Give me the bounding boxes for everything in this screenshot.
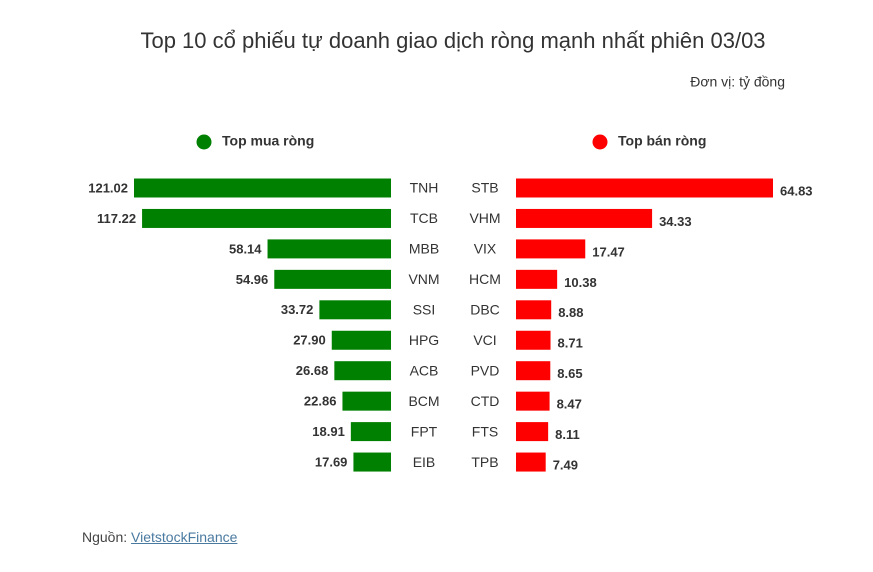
category-label: TNH (410, 180, 439, 196)
value-label: 10.38 (564, 275, 597, 290)
category-label: MBB (409, 241, 439, 257)
value-label: 26.68 (296, 363, 329, 378)
value-label: 18.91 (312, 424, 345, 439)
bar (334, 361, 391, 381)
bar (267, 239, 391, 259)
value-label: 64.83 (780, 183, 813, 198)
bar (331, 330, 391, 350)
value-label: 54.96 (236, 272, 269, 287)
value-label: 8.88 (558, 305, 583, 320)
bar (516, 452, 546, 472)
value-label: 34.33 (659, 214, 692, 229)
bar (350, 422, 391, 442)
bar (516, 178, 773, 198)
category-label: VIX (474, 241, 497, 257)
category-label: FTS (472, 423, 498, 439)
source-prefix: Nguồn: (82, 529, 128, 545)
category-label: HPG (409, 332, 439, 348)
category-label: BCM (408, 393, 439, 409)
chart-title: Top 10 cổ phiếu tự doanh giao dịch ròng … (140, 28, 765, 53)
value-label: 58.14 (229, 241, 262, 256)
bar (516, 330, 551, 350)
value-label: 8.71 (558, 336, 583, 351)
legend-label: Top bán ròng (618, 133, 706, 149)
category-label: VCI (473, 332, 496, 348)
bar (516, 208, 653, 228)
bar (353, 452, 391, 472)
value-label: 22.86 (304, 394, 337, 409)
legend-swatch (196, 134, 212, 150)
category-label: VHM (469, 210, 500, 226)
bar (516, 300, 552, 320)
category-label: HCM (469, 271, 501, 287)
bar (274, 269, 391, 289)
category-label: ACB (410, 362, 439, 378)
source: Nguồn: VietstockFinance (82, 529, 237, 545)
category-label: PVD (471, 362, 500, 378)
unit-note: Đơn vị: tỷ đồng (690, 74, 785, 90)
category-label: DBC (470, 302, 500, 318)
bar (319, 300, 391, 320)
legend-swatch (592, 134, 608, 150)
source-link[interactable]: VietstockFinance (131, 529, 238, 545)
value-label: 27.90 (293, 333, 326, 348)
category-label: FPT (411, 423, 438, 439)
category-label: TPB (471, 454, 498, 470)
value-label: 117.22 (97, 211, 136, 226)
bar (134, 178, 391, 198)
value-label: 121.02 (88, 180, 128, 195)
value-label: 8.65 (557, 366, 582, 381)
category-label: CTD (471, 393, 500, 409)
bar (142, 208, 391, 228)
value-label: 17.69 (315, 454, 348, 469)
value-label: 33.72 (281, 302, 314, 317)
value-label: 7.49 (553, 457, 578, 472)
bar (516, 391, 550, 411)
bar (342, 391, 391, 411)
bar (516, 422, 549, 442)
bar (516, 361, 551, 381)
category-label: STB (471, 180, 498, 196)
value-label: 8.11 (555, 427, 580, 442)
category-label: TCB (410, 210, 438, 226)
value-label: 8.47 (557, 397, 582, 412)
bar (516, 269, 558, 289)
bar (516, 239, 586, 259)
category-label: SSI (413, 302, 436, 318)
value-label: 17.47 (592, 244, 625, 259)
legend-label: Top mua ròng (222, 133, 314, 149)
category-label: EIB (413, 454, 436, 470)
category-label: VNM (408, 271, 439, 287)
